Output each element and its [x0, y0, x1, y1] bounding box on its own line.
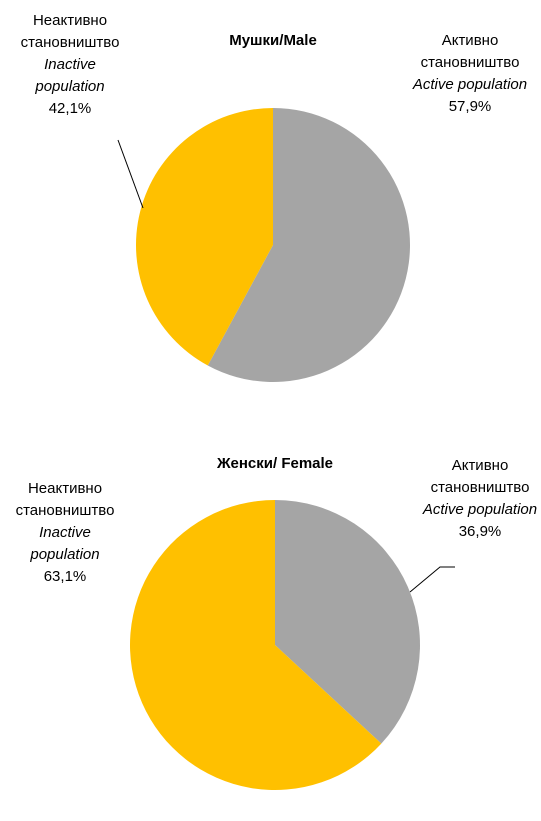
slice-label: Активно становништво Active population 57,…: [410, 30, 530, 118]
leader-line: [117, 139, 144, 209]
pie-slice: [129, 499, 382, 790]
pie-slice: [135, 108, 273, 366]
category-label: Неактивно становништво: [15, 480, 115, 519]
category-label: Неактивно становништво: [20, 12, 120, 51]
category-label-en: Active population: [412, 76, 528, 93]
category-label-en: Active population: [422, 501, 538, 518]
value-label: 57,9%: [448, 98, 492, 115]
value-label: 63,1%: [43, 568, 87, 585]
category-label-en: Inactive population: [35, 56, 105, 95]
category-label: Активно становништво: [430, 457, 530, 496]
slice-label: Активно становништво Active population 36,…: [420, 455, 540, 543]
leader-line: [409, 566, 455, 593]
chart-title: Мушки/Male: [229, 32, 317, 49]
category-label-en: Inactive population: [30, 524, 100, 563]
pie-slice: [275, 500, 420, 744]
category-label: Активно становништво: [420, 32, 520, 71]
chart-title: Женски/ Female: [216, 455, 334, 472]
slice-label: Неактивно становништво Inactive populatio…: [10, 10, 130, 120]
pie-slice: [207, 108, 410, 382]
value-label: 42,1%: [48, 100, 92, 117]
value-label: 36,9%: [458, 523, 502, 540]
slice-label: Неактивно становништво Inactive populatio…: [5, 478, 125, 588]
